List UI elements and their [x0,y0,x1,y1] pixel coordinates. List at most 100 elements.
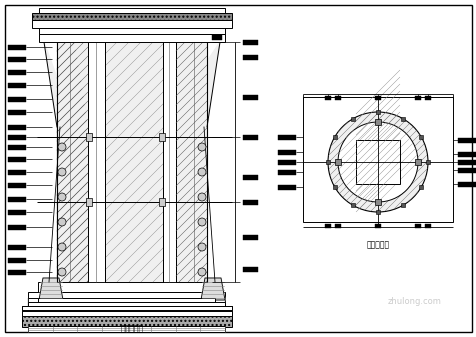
Bar [374,199,380,205]
Bar [8,258,26,263]
Bar [242,135,258,140]
Circle shape [58,193,66,201]
Bar [350,203,354,207]
Circle shape [198,218,206,226]
Bar [278,185,296,190]
Circle shape [337,122,417,202]
Bar [400,203,404,207]
Bar [424,224,430,228]
Bar [242,55,258,60]
Bar [39,8,225,13]
Polygon shape [44,42,88,282]
Bar [424,96,430,100]
Bar [22,311,231,316]
Bar [242,200,258,205]
Bar [8,225,26,230]
Bar [88,42,105,282]
Bar [324,224,330,228]
Bar [8,145,26,150]
Bar [278,170,296,175]
Bar [242,40,258,45]
Bar [8,45,26,50]
Bar [8,125,26,130]
Bar [8,135,26,140]
Bar [8,170,26,175]
Bar [332,185,336,189]
Circle shape [58,218,66,226]
Bar [375,110,379,114]
Bar [28,319,225,323]
Bar [278,150,296,155]
Bar [334,159,340,165]
Bar [8,270,26,275]
Bar [374,224,380,228]
Bar [350,117,354,121]
Circle shape [58,268,66,276]
Bar [457,160,475,165]
Bar [334,224,340,228]
Circle shape [198,268,206,276]
Bar [400,117,404,121]
Bar [28,302,225,306]
Circle shape [198,243,206,251]
Circle shape [327,112,427,212]
Text: zhulong.com: zhulong.com [387,298,441,306]
Circle shape [58,243,66,251]
Bar [8,210,26,215]
Bar [211,35,221,40]
Polygon shape [105,42,163,282]
Bar [8,245,26,250]
Bar [242,175,258,180]
Bar [28,292,225,298]
Bar [324,96,330,100]
Bar [163,42,176,282]
Bar [355,140,399,184]
Text: 柱平面节点: 柱平面节点 [366,241,389,249]
Text: 柱立面节点: 柱立面节点 [120,325,143,334]
Polygon shape [200,278,225,300]
Bar [375,210,379,214]
Polygon shape [176,42,207,282]
Bar [8,70,26,75]
Bar [278,160,296,165]
Polygon shape [163,42,219,282]
Bar [8,197,26,202]
Polygon shape [39,278,63,300]
Bar [38,282,215,292]
Bar [8,97,26,102]
Bar [22,315,231,327]
Bar [414,159,420,165]
Bar [325,160,329,164]
Bar [22,306,231,310]
Bar [39,28,225,34]
Bar [334,96,340,100]
Bar [457,182,475,187]
Bar [32,13,231,20]
Circle shape [58,143,66,151]
Bar [159,133,165,141]
Circle shape [198,143,206,151]
Bar [8,110,26,115]
Bar [28,326,225,332]
Bar [28,298,225,306]
Bar [22,306,231,320]
Circle shape [198,193,206,201]
Bar [8,183,26,188]
Bar [38,298,215,302]
Bar [32,20,231,28]
Bar [86,133,92,141]
Bar [457,152,475,157]
Bar [332,135,336,139]
Bar [414,224,420,228]
Bar [242,235,258,240]
Bar [159,198,165,206]
Bar [8,57,26,62]
Bar [242,95,258,100]
Polygon shape [57,42,88,282]
Bar [86,198,92,206]
Bar [418,135,422,139]
Bar [242,267,258,272]
Circle shape [58,168,66,176]
Bar [457,168,475,173]
Bar [8,83,26,88]
